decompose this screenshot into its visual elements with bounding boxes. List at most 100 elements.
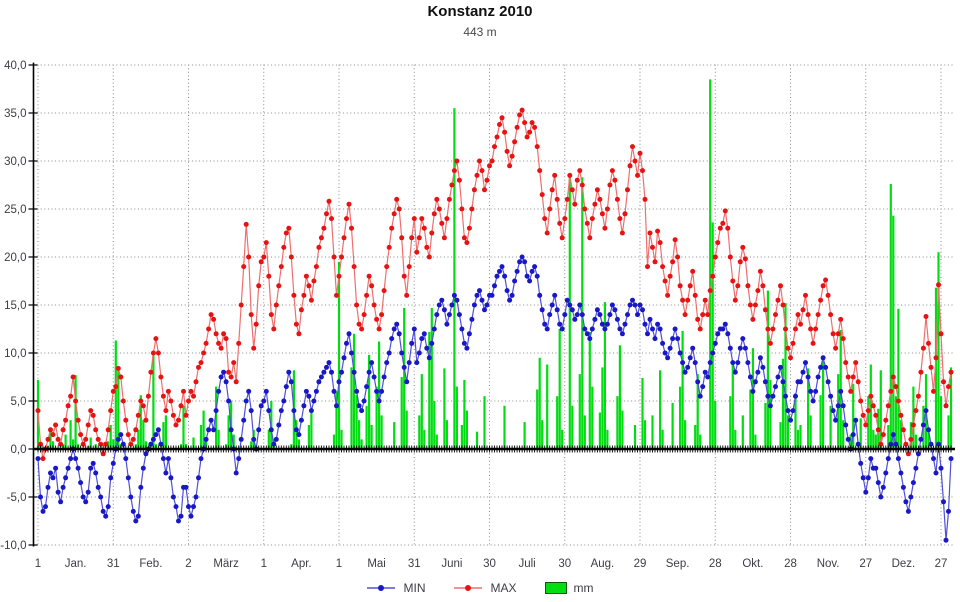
max-series-marker xyxy=(880,432,886,438)
max-series-marker xyxy=(645,264,650,270)
max-series-marker xyxy=(554,196,560,202)
min-series-marker xyxy=(298,417,304,423)
max-series-marker xyxy=(885,403,891,409)
min-series-marker xyxy=(441,307,447,313)
precip-bar xyxy=(205,439,208,449)
min-series-marker xyxy=(482,307,487,313)
max-series-marker xyxy=(747,302,753,308)
min-series-marker xyxy=(840,403,846,409)
min-series-marker xyxy=(946,508,951,514)
min-series-marker xyxy=(123,456,129,462)
max-series-marker xyxy=(813,326,819,332)
min-series-marker xyxy=(642,321,648,327)
max-series-marker xyxy=(587,235,593,241)
max-series-marker xyxy=(808,326,814,332)
min-series-marker xyxy=(78,480,84,486)
min-series-marker xyxy=(449,302,455,308)
max-series-marker xyxy=(662,278,668,284)
min-series-marker xyxy=(845,436,851,442)
min-series-marker xyxy=(632,302,638,308)
min-series-marker xyxy=(391,326,397,332)
min-series-marker xyxy=(351,369,357,375)
x-tick-label: 27 xyxy=(935,558,948,570)
min-series-marker xyxy=(334,403,339,409)
precip-bar xyxy=(310,410,313,449)
min-series-marker xyxy=(534,273,540,279)
month-label: Juli xyxy=(518,558,535,570)
min-series-marker xyxy=(662,350,668,356)
max-series-marker xyxy=(517,112,523,118)
max-series-marker xyxy=(95,436,101,442)
min-series-marker xyxy=(564,297,570,303)
precip-bar xyxy=(879,370,882,449)
max-series-marker xyxy=(757,268,763,274)
max-series-marker xyxy=(900,427,906,433)
min-series-marker xyxy=(313,388,319,394)
min-series-marker xyxy=(429,340,435,346)
max-series-marker xyxy=(607,182,613,188)
max-series-marker xyxy=(278,264,284,270)
precip-bar xyxy=(445,420,448,449)
x-tick-label: 30 xyxy=(483,558,496,570)
min-series-marker xyxy=(150,436,156,442)
min-series-marker xyxy=(349,350,354,356)
min-series-marker xyxy=(594,307,600,313)
min-series-marker xyxy=(83,499,89,505)
min-series-marker xyxy=(60,484,66,490)
min-series-marker xyxy=(163,470,169,476)
max-series-marker xyxy=(835,331,841,337)
max-series-marker xyxy=(489,158,495,164)
min-series-marker xyxy=(519,254,525,260)
precip-bar xyxy=(578,374,581,449)
min-series-marker xyxy=(213,408,219,414)
precip-bar xyxy=(869,364,872,449)
max-series-marker xyxy=(293,321,299,327)
precip-bar xyxy=(217,429,220,449)
max-series-marker xyxy=(188,388,194,394)
min-series-marker xyxy=(324,364,329,370)
max-series-marker xyxy=(735,283,741,289)
max-series-marker xyxy=(810,340,816,346)
max-series-marker xyxy=(715,240,721,246)
precip-bar xyxy=(340,429,343,449)
axes: 40,0 35,0 30,0 25,0 20,0 15,0 10,0 5,0 0,0 -5,0 -1… xyxy=(0,60,955,570)
precip-bar xyxy=(455,386,458,449)
x-tick-label: 2 xyxy=(185,558,191,570)
max-series-marker xyxy=(773,312,778,318)
max-series-marker xyxy=(90,412,96,418)
min-series-marker xyxy=(477,288,482,294)
precip-bar xyxy=(842,420,845,449)
max-series-marker xyxy=(431,211,437,217)
max-series-marker xyxy=(838,316,844,322)
max-series-marker xyxy=(818,297,824,303)
max-series-marker xyxy=(552,172,558,178)
precip-bar xyxy=(182,405,185,449)
max-series-marker xyxy=(376,326,382,332)
max-series-marker xyxy=(577,168,583,174)
max-series-marker xyxy=(186,398,191,404)
precip-bar xyxy=(937,252,940,449)
min-series-marker xyxy=(863,489,869,495)
min-series-marker xyxy=(843,422,849,428)
precip-bar xyxy=(337,261,341,449)
precip-bar xyxy=(754,434,757,449)
max-series-marker xyxy=(705,312,711,318)
max-series-marker xyxy=(446,196,452,202)
max-series-marker xyxy=(619,230,625,236)
min-series-marker xyxy=(687,355,693,361)
max-series-marker xyxy=(65,403,71,409)
min-series-marker xyxy=(494,273,500,279)
max-series-marker xyxy=(336,273,342,279)
min-series-marker xyxy=(248,408,254,414)
max-series-marker xyxy=(399,235,405,241)
max-series-marker xyxy=(471,187,477,193)
min-series-marker xyxy=(657,326,663,332)
max-series-marker xyxy=(572,201,578,207)
min-series-marker xyxy=(238,436,244,442)
max-series-marker xyxy=(948,369,954,375)
min-series-marker xyxy=(875,480,881,486)
min-series-marker xyxy=(514,268,520,274)
max-series-marker xyxy=(737,259,743,265)
min-series-marker xyxy=(587,336,593,342)
max-series-marker xyxy=(238,302,244,308)
